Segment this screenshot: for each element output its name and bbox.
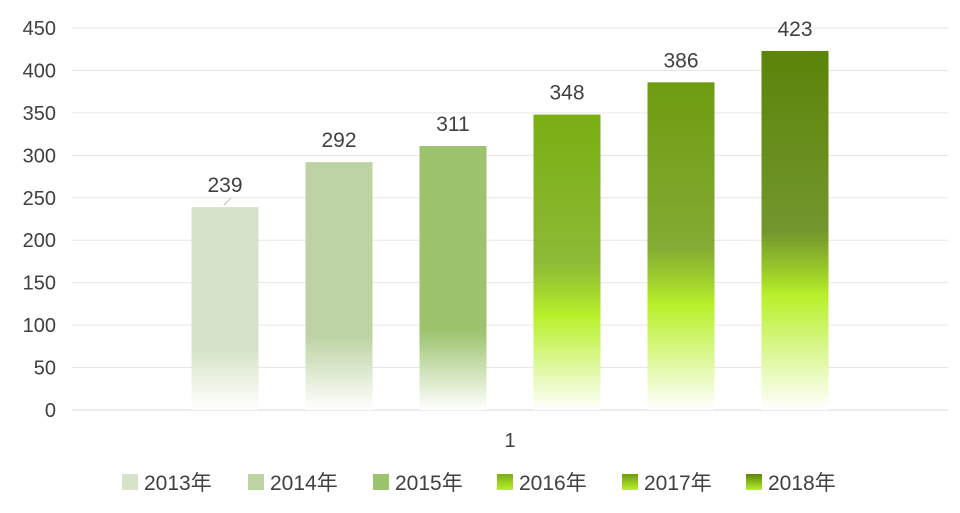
legend-label: 2017年 — [644, 472, 712, 495]
y-tick-label: 300 — [23, 145, 56, 167]
data-label: 386 — [663, 49, 698, 72]
y-tick-label: 200 — [23, 230, 56, 252]
x-axis-tick-labels: 1 — [504, 430, 515, 452]
bar-2017年 — [647, 82, 715, 410]
y-tick-label: 400 — [23, 60, 56, 82]
y-axis-tick-labels: 0 50 100 150 200 250 300 350 400 450 — [23, 18, 56, 422]
legend-swatch — [122, 474, 138, 490]
bar-2013年 — [191, 207, 259, 410]
legend-swatch — [497, 474, 513, 490]
data-labels: 239 292 311 348 386 423 — [207, 18, 813, 206]
legend-label: 2018年 — [768, 472, 836, 495]
bar-2014年 — [305, 162, 373, 410]
y-tick-label: 0 — [45, 400, 56, 422]
y-tick-label: 50 — [34, 358, 56, 380]
data-label: 423 — [777, 18, 812, 41]
data-label: 348 — [549, 82, 584, 105]
y-tick-label: 100 — [23, 315, 56, 337]
legend-swatch — [622, 474, 638, 490]
legend-swatch — [746, 474, 762, 490]
x-tick-label: 1 — [504, 430, 515, 452]
bar-2016年 — [533, 114, 601, 410]
legend-label: 2015年 — [395, 472, 463, 495]
legend-label: 2013年 — [144, 472, 212, 495]
y-tick-label: 350 — [23, 103, 56, 125]
y-tick-label: 150 — [23, 273, 56, 295]
legend-label: 2014年 — [270, 472, 338, 495]
bar-2018年 — [761, 50, 829, 411]
y-tick-label: 450 — [23, 18, 56, 40]
y-tick-label: 250 — [23, 188, 56, 210]
data-label: 292 — [321, 129, 356, 152]
label-leader-line — [223, 197, 232, 206]
legend-swatch — [248, 474, 264, 490]
data-label: 311 — [436, 113, 469, 136]
legend-label: 2016年 — [519, 472, 587, 495]
bars — [191, 50, 829, 411]
legend-swatch — [373, 474, 389, 490]
bar-2015年 — [419, 145, 487, 411]
data-label: 239 — [207, 174, 242, 197]
legend: 2013年 2014年 2015年 2016年 2017年 2018年 — [122, 472, 836, 495]
